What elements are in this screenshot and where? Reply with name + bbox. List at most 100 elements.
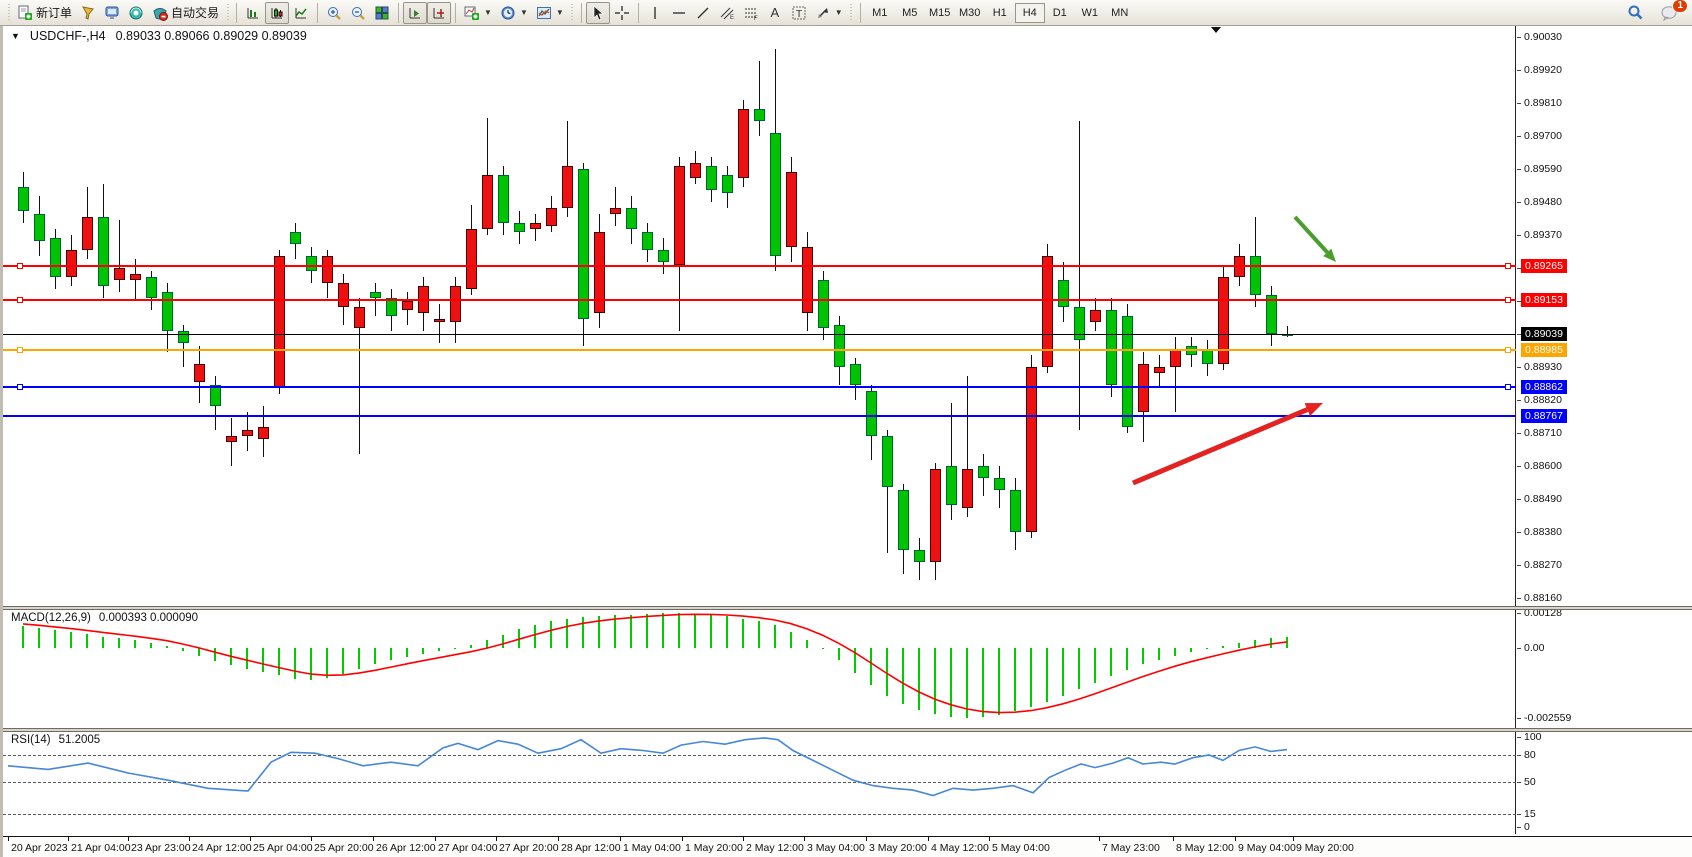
fibonacci-tool-button[interactable]: F xyxy=(739,2,763,24)
timeframe-m30[interactable]: M30 xyxy=(959,6,981,19)
candle-body[interactable] xyxy=(818,279,829,328)
horizontal-line-object[interactable] xyxy=(3,333,1516,335)
timeframe-w1[interactable]: W1 xyxy=(1081,6,1098,19)
cursor-tool-button[interactable] xyxy=(585,1,610,24)
auto-scroll-button[interactable] xyxy=(403,1,428,24)
vertical-line-tool-button[interactable] xyxy=(643,2,667,24)
candle-chart-mode-button[interactable] xyxy=(265,1,290,24)
line-handle-marker[interactable] xyxy=(17,384,23,391)
candle-body[interactable] xyxy=(242,429,253,436)
candle-body[interactable] xyxy=(338,282,349,307)
timeframe-mn[interactable]: MN xyxy=(1111,6,1129,19)
line-chart-mode-button[interactable] xyxy=(289,2,313,24)
line-handle-marker[interactable] xyxy=(17,347,23,354)
bar-chart-mode-button[interactable] xyxy=(241,2,265,24)
candle-body[interactable] xyxy=(434,318,445,322)
candle-body[interactable] xyxy=(98,216,109,286)
candle-body[interactable] xyxy=(178,330,189,343)
toolbar-grip[interactable] xyxy=(225,3,231,22)
candle-body[interactable] xyxy=(1010,489,1021,532)
candle-body[interactable] xyxy=(1170,348,1181,367)
price-pane[interactable]: ▼ USDCHF-,H4 0.89033 0.89066 0.89029 0.8… xyxy=(3,26,1692,606)
candle-body[interactable] xyxy=(1090,309,1101,322)
candle-body[interactable] xyxy=(354,306,365,328)
horizontal-line-object[interactable] xyxy=(3,386,1516,389)
candle-body[interactable] xyxy=(850,363,861,385)
line-handle-marker[interactable] xyxy=(1505,347,1511,354)
timeframe-d1[interactable]: D1 xyxy=(1052,6,1067,19)
timeframe-h1[interactable]: H1 xyxy=(992,6,1007,19)
notifications-button[interactable]: 1 xyxy=(1656,0,1688,24)
candle-body[interactable] xyxy=(194,363,205,382)
price-plot-area[interactable] xyxy=(3,26,1516,606)
macd-plot-area[interactable] xyxy=(3,610,1516,728)
zoom-in-button[interactable] xyxy=(322,2,346,24)
candle-body[interactable] xyxy=(274,255,285,388)
candle-body[interactable] xyxy=(370,291,381,298)
indicators-button[interactable]: ▼ xyxy=(460,2,496,24)
candle-body[interactable] xyxy=(210,384,221,406)
candle-body[interactable] xyxy=(626,207,637,229)
candle-body[interactable] xyxy=(722,174,733,193)
channel-tool-button[interactable]: E xyxy=(715,2,739,24)
candle-body[interactable] xyxy=(18,186,29,211)
candle-body[interactable] xyxy=(658,249,669,262)
candle-body[interactable] xyxy=(738,108,749,178)
horizontal-line-object[interactable] xyxy=(3,298,1516,301)
tile-windows-button[interactable] xyxy=(370,2,394,24)
candle-body[interactable] xyxy=(466,228,477,289)
zoom-out-button[interactable] xyxy=(346,2,370,24)
candle-body[interactable] xyxy=(1074,306,1085,340)
line-handle-marker[interactable] xyxy=(1505,384,1511,391)
horizontal-line-object[interactable] xyxy=(3,349,1516,352)
timeframe-m5[interactable]: M5 xyxy=(902,6,918,19)
candle-body[interactable] xyxy=(306,255,317,271)
candle-body[interactable] xyxy=(1266,294,1277,334)
candle-body[interactable] xyxy=(546,207,557,226)
timeframe-m1[interactable]: M1 xyxy=(872,6,888,19)
candle-body[interactable] xyxy=(450,285,461,322)
candle-body[interactable] xyxy=(1250,255,1261,295)
text-tool-button[interactable]: A xyxy=(763,2,787,24)
text-label-tool-button[interactable]: T xyxy=(787,2,811,24)
candle-body[interactable] xyxy=(834,324,845,367)
candle-body[interactable] xyxy=(482,174,493,229)
candle-body[interactable] xyxy=(946,465,957,505)
candle-body[interactable] xyxy=(578,168,589,319)
toolbar-grip[interactable] xyxy=(848,3,854,22)
candle-body[interactable] xyxy=(994,477,1005,490)
candle-body[interactable] xyxy=(130,273,141,280)
horizontal-line-object[interactable] xyxy=(3,265,1516,268)
green-arrow-object[interactable] xyxy=(1293,215,1336,262)
candle-body[interactable] xyxy=(786,171,797,247)
shapes-arrows-tool-button[interactable]: ▼ xyxy=(811,2,847,24)
candle-body[interactable] xyxy=(258,426,269,439)
line-handle-marker[interactable] xyxy=(1505,263,1511,270)
candle-body[interactable] xyxy=(706,165,717,190)
candle-body[interactable] xyxy=(34,213,45,241)
candle-body[interactable] xyxy=(642,231,653,250)
chart-menu-icon[interactable]: ▼ xyxy=(11,31,20,41)
pane-splitter[interactable] xyxy=(3,606,1692,610)
horizontal-line-object[interactable] xyxy=(3,414,1516,417)
candle-body[interactable] xyxy=(1218,276,1229,364)
chart-shift-button[interactable] xyxy=(427,1,452,24)
candle-body[interactable] xyxy=(402,300,413,310)
candle-body[interactable] xyxy=(914,549,925,562)
candle-body[interactable] xyxy=(562,165,573,208)
candle-body[interactable] xyxy=(866,390,877,436)
candle-body[interactable] xyxy=(978,465,989,478)
candle-body[interactable] xyxy=(610,207,621,214)
candle-body[interactable] xyxy=(226,435,237,442)
candle-body[interactable] xyxy=(1154,366,1165,373)
auto-trading-button[interactable]: 自动交易 xyxy=(148,2,223,24)
candle-body[interactable] xyxy=(1106,309,1117,385)
candle-body[interactable] xyxy=(1122,315,1133,427)
time-axis[interactable]: 20 Apr 2023 21 Apr 04:00 23 Apr 23:00 24 Ap… xyxy=(3,836,1692,857)
candle-body[interactable] xyxy=(594,231,605,313)
templates-button[interactable]: ▼ xyxy=(532,2,568,24)
periods-button[interactable]: ▼ xyxy=(496,2,532,24)
candle-body[interactable] xyxy=(770,132,781,256)
candle-body[interactable] xyxy=(162,291,173,331)
candle-body[interactable] xyxy=(498,174,509,223)
